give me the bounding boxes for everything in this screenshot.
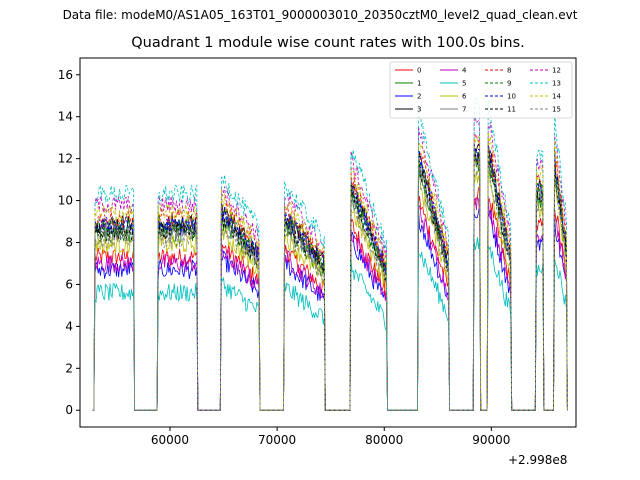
series-line-15 xyxy=(92,160,568,411)
y-tick-label: 2 xyxy=(65,361,73,375)
legend-label-10: 10 xyxy=(507,93,516,101)
x-tick-label: 60000 xyxy=(151,433,189,447)
x-tick-label: 70000 xyxy=(258,433,296,447)
legend-label-1: 1 xyxy=(417,80,421,88)
legend-label-11: 11 xyxy=(507,106,516,114)
y-tick-label: 6 xyxy=(65,277,73,291)
legend-box xyxy=(389,61,573,119)
y-tick-label: 4 xyxy=(65,319,73,333)
y-tick-label: 8 xyxy=(65,236,73,250)
legend-label-14: 14 xyxy=(552,93,561,101)
suptitle: Data file: modeM0/AS1A05_163T01_90000030… xyxy=(62,8,578,22)
y-tick-label: 10 xyxy=(58,194,73,208)
x-tick-label: 90000 xyxy=(472,433,510,447)
series-line-12 xyxy=(92,116,568,411)
series-layer xyxy=(92,97,568,411)
chart-title: Quadrant 1 module wise count rates with … xyxy=(131,35,525,51)
legend-label-5: 5 xyxy=(462,80,466,88)
x-offset-label: +2.998e8 xyxy=(508,453,568,467)
x-tick-label: 80000 xyxy=(365,433,403,447)
y-tick-label: 0 xyxy=(65,403,73,417)
legend-label-7: 7 xyxy=(462,106,466,114)
legend-label-15: 15 xyxy=(552,106,561,114)
y-tick-label: 12 xyxy=(58,152,73,166)
legend-label-3: 3 xyxy=(417,106,421,114)
legend-label-0: 0 xyxy=(417,67,421,75)
legend-label-2: 2 xyxy=(417,93,421,101)
y-tick-label: 16 xyxy=(58,68,73,82)
legend-label-4: 4 xyxy=(462,67,467,75)
legend-label-6: 6 xyxy=(462,93,467,101)
legend-label-8: 8 xyxy=(507,67,511,75)
legend-label-9: 9 xyxy=(507,80,511,88)
legend-label-13: 13 xyxy=(552,80,561,88)
y-tick-label: 14 xyxy=(58,110,73,124)
legend-label-12: 12 xyxy=(552,67,561,75)
series-line-14 xyxy=(92,131,568,411)
